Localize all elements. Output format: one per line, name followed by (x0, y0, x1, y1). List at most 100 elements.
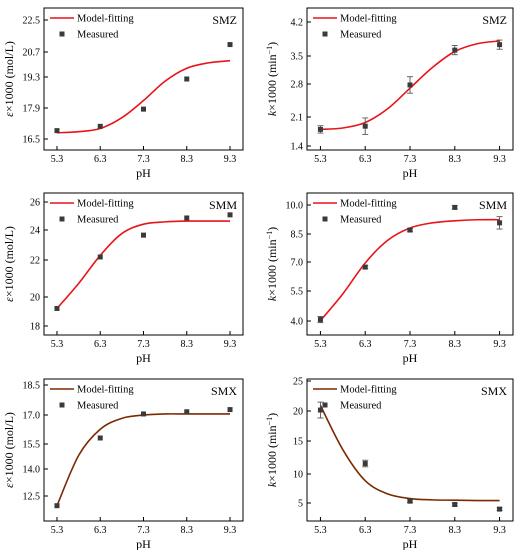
x-tick-label: 9.3 (493, 154, 506, 165)
y-axis-unit: ×1000 (mol/L) (2, 226, 16, 297)
panel-compound-label: SMX (481, 384, 507, 398)
y-axis-unit-close: ) (265, 227, 279, 231)
y-axis-unit: ×1000 (min (265, 239, 279, 295)
x-tick-label: 7.3 (137, 525, 150, 536)
y-tick-label: 26 (30, 198, 40, 209)
x-tick-label: 6.3 (94, 525, 107, 536)
y-tick-label: 12.5 (23, 492, 41, 503)
y-tick-label: 17.9 (23, 104, 41, 115)
measured-point (317, 126, 323, 132)
legend-measured-label: Measured (77, 215, 119, 226)
y-tick-label: 5 (298, 499, 303, 510)
y-tick-label: 17.0 (23, 411, 41, 422)
x-tick-label: 8.3 (449, 154, 462, 165)
panel-smx-epsilon: 5.3 6.3 7.3 8.3 9.3 12.5 14.0 15.5 17.0 18.5 pH ε×1… (2, 378, 244, 550)
y-axis-unit: ×1000 (min (265, 54, 279, 110)
y-axis-unit: ×1000 (min (265, 425, 279, 481)
fit-curve (56, 59, 231, 134)
x-tick-label: 6.3 (359, 339, 372, 350)
x-axis-title: pH (136, 166, 151, 180)
panel-smx-k: 5.3 6.3 7.3 8.3 9.3 5 10 15 20 25 pH k×1000 (min−1)… (265, 377, 514, 550)
panel-smz-k: 5.3 6.3 7.3 8.3 9.3 1.4 2.1 2.8 3.5 4.2 pH k×1000 (… (265, 7, 514, 180)
measured-point (452, 47, 458, 53)
panel-compound-label: SMX (211, 384, 237, 398)
measured-point (54, 305, 60, 311)
measured-point (362, 264, 368, 270)
legend-measured-label: Measured (340, 215, 382, 226)
measured-point (317, 407, 323, 413)
x-tick-label: 6.3 (94, 339, 107, 350)
x-tick-label: 7.3 (137, 339, 150, 350)
x-tick-label: 5.3 (314, 339, 327, 350)
legend-measured-swatch (59, 31, 65, 37)
y-tick-label: 18 (30, 322, 40, 333)
y-axis-unit: ×1000 (mol/L) (2, 41, 16, 112)
legend-measured-label: Measured (340, 30, 382, 41)
legend-measured-swatch (322, 216, 328, 222)
y-tick-label: 5.5 (291, 287, 304, 298)
y-tick-label: 16.5 (23, 135, 41, 146)
y-tick-label: 10 (293, 470, 303, 481)
x-tick-label: 9.3 (493, 525, 506, 536)
panel-smm-k: 5.3 6.3 7.3 8.3 9.3 4.0 5.5 7.0 8.5 10.0 pH k×1000 … (265, 192, 514, 365)
y-axis-title: k×1000 (min−1) (265, 42, 280, 116)
y-tick-label: 24 (30, 226, 40, 237)
legend-fit-label: Model-fitting (77, 385, 134, 396)
y-axis-unit: ×1000 (mol/L) (2, 412, 16, 483)
x-axis-title: pH (136, 537, 151, 550)
measured-point (141, 411, 146, 417)
y-tick-label: 22 (30, 256, 40, 267)
legend-measured-swatch (322, 402, 328, 408)
measured-point (497, 220, 503, 226)
y-axis-title: k×1000 (min−1) (265, 227, 280, 301)
x-axis-title: pH (403, 166, 418, 180)
measured-point (407, 498, 413, 504)
y-axis-variable: ε (2, 297, 16, 302)
x-tick-label: 7.3 (404, 525, 417, 536)
measured-point (407, 227, 413, 233)
legend-measured-swatch (322, 31, 328, 37)
y-axis-title: ε×1000 (mol/L) (2, 41, 16, 117)
x-tick-label: 6.3 (94, 154, 107, 165)
fit-curve (56, 220, 231, 309)
y-tick-label: 1.4 (291, 142, 304, 153)
y-axis-title: k×1000 (min−1) (265, 413, 280, 487)
panel-compound-label: SMZ (212, 13, 237, 27)
measured-point (407, 82, 413, 88)
measured-point (452, 204, 458, 210)
measured-point (54, 128, 60, 134)
x-axis-title: pH (136, 351, 151, 365)
legend-fit-label: Model-fitting (340, 385, 397, 396)
y-tick-label: 4.0 (291, 317, 304, 328)
measured-point (184, 76, 190, 82)
y-tick-label: 20 (30, 293, 40, 304)
x-tick-label: 7.3 (137, 154, 150, 165)
x-tick-label: 8.3 (449, 339, 462, 350)
measured-point (317, 317, 323, 323)
y-axis-variable: k (265, 295, 279, 301)
panel-smm-epsilon: 5.3 6.3 7.3 8.3 9.3 18 20 22 24 26 pH ε×1000 (mol/L… (2, 192, 244, 365)
x-tick-label: 9.3 (493, 339, 506, 350)
x-tick-label: 8.3 (181, 154, 194, 165)
y-tick-label: 2.8 (291, 80, 304, 91)
measured-point (141, 232, 146, 238)
legend-measured-label: Measured (77, 401, 119, 412)
x-tick-label: 6.3 (359, 525, 372, 536)
measured-point (227, 212, 233, 218)
y-axis-variable: k (265, 110, 279, 116)
x-tick-label: 8.3 (181, 525, 194, 536)
y-tick-label: 22.5 (23, 16, 41, 27)
y-tick-label: 25 (293, 377, 303, 388)
x-tick-label: 5.3 (51, 154, 64, 165)
y-tick-label: 20 (293, 407, 303, 418)
legend-measured-swatch (59, 216, 65, 222)
y-tick-label: 2.1 (291, 113, 304, 124)
measured-point (141, 106, 146, 112)
y-tick-label: 10.0 (286, 201, 304, 212)
measured-point (362, 461, 368, 467)
measured-point (97, 435, 103, 441)
measured-point (497, 506, 503, 512)
panel-compound-label: SMM (209, 198, 237, 212)
x-tick-label: 9.3 (224, 154, 237, 165)
